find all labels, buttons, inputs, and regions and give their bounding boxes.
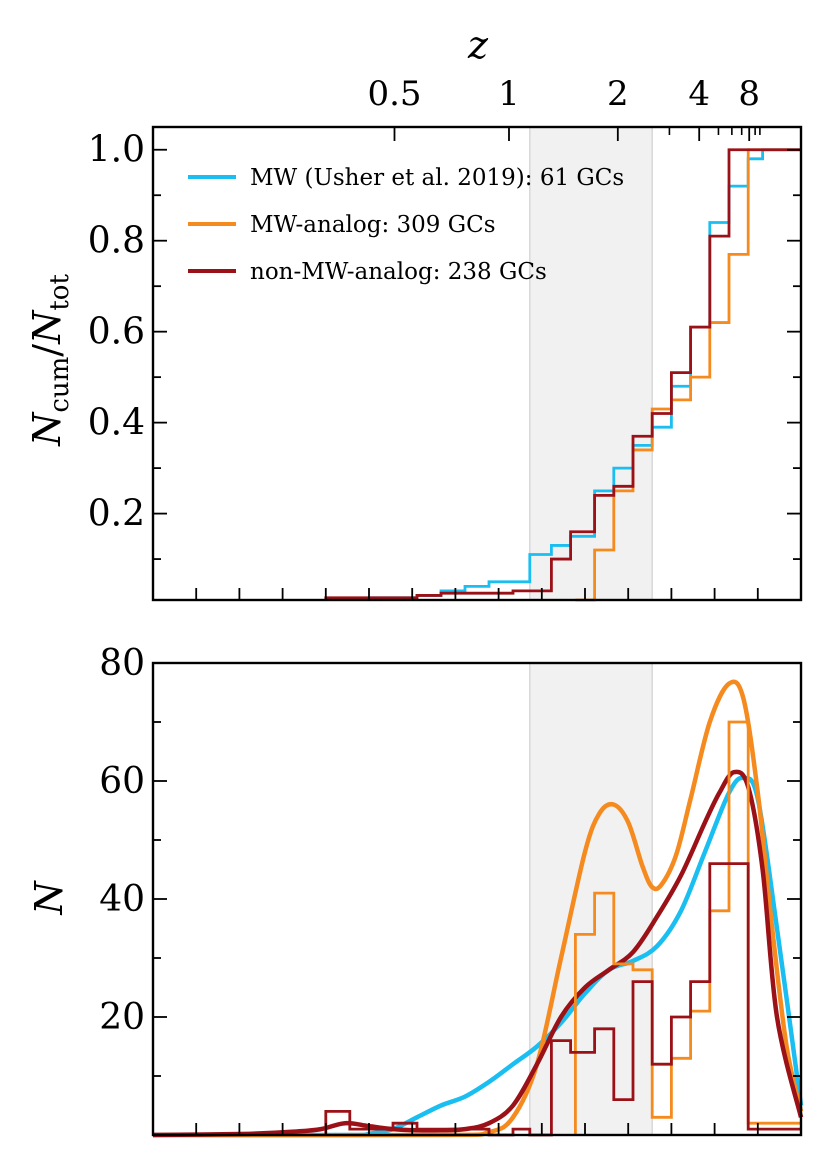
- cumulative-y-tick-label: 0.8: [88, 221, 145, 262]
- histogram-series-layer: [152, 679, 804, 1138]
- histogram-kde-series-2: [152, 769, 804, 1138]
- legend-entry-non-mw-analog: non-MW-analog: 238 GCs: [188, 259, 547, 285]
- legend-label-non-mw-analog: non-MW-analog: 238 GCs: [250, 259, 547, 285]
- cumulative-shaded-region: [529, 126, 653, 601]
- cumulative-y-tick-labels: 0.2 0.4 0.6 0.8 1.0: [88, 130, 145, 535]
- histogram-y-tick-label: 20: [99, 997, 145, 1038]
- legend-label-mw-analog: MW-analog: 309 GCs: [250, 212, 496, 238]
- histogram-kde-series-0: [152, 775, 804, 1138]
- histogram-ticks: [152, 662, 802, 1135]
- legend: MW (Usher et al. 2019): 61 GCs MW-analog…: [188, 165, 624, 285]
- top-z-tick-labels: 0.5 1 2 4 8: [367, 74, 760, 114]
- cumulative-ticks: [152, 127, 802, 600]
- legend-entry-mw-analog: MW-analog: 309 GCs: [188, 212, 496, 238]
- histogram-y-axis-label: N: [27, 880, 71, 916]
- cumulative-series-layer: [324, 148, 801, 602]
- cumulative-step-series-0: [367, 148, 801, 600]
- top-z-tick-label: 2: [607, 74, 629, 114]
- cumulative-y-tick-label: 0.2: [88, 494, 145, 535]
- histogram-y-tick-label: 80: [99, 643, 145, 684]
- histogram-axes-frame: [151, 661, 803, 1137]
- top-z-tick-label: 8: [738, 74, 760, 114]
- cumulative-y-axis-label: Ncum/Ntot: [25, 274, 75, 447]
- cumulative-axes-frame: [151, 125, 803, 602]
- top-z-tick-label: 0.5: [367, 74, 421, 114]
- top-axis-label: z: [467, 23, 489, 67]
- cumulative-y-tick-label: 0.6: [88, 312, 145, 353]
- cumulative-y-tick-label: 1.0: [88, 130, 145, 171]
- cumulative-panel: 0.2 0.4 0.6 0.8 1.0 0.5 1 2 4 8 z Ncum/Ntot MW (…: [25, 23, 803, 602]
- cumulative-step-series-2: [324, 148, 801, 600]
- histogram-y-tick-labels: 20 40 60 80: [99, 643, 145, 1038]
- histogram-y-tick-label: 60: [99, 761, 145, 802]
- cumulative-y-tick-label: 0.4: [88, 403, 145, 444]
- top-z-tick-label: 4: [688, 74, 710, 114]
- top-z-tick-label: 1: [498, 74, 520, 114]
- legend-label-mw: MW (Usher et al. 2019): 61 GCs: [250, 165, 624, 191]
- histogram-step-series-3: [574, 720, 801, 1135]
- legend-entry-mw: MW (Usher et al. 2019): 61 GCs: [188, 165, 624, 191]
- histogram-step-series-4: [324, 862, 801, 1137]
- histogram-panel: 20 40 60 80 N: [27, 643, 804, 1138]
- histogram-kde-series-1: [152, 679, 804, 1138]
- histogram-y-tick-label: 40: [99, 879, 145, 920]
